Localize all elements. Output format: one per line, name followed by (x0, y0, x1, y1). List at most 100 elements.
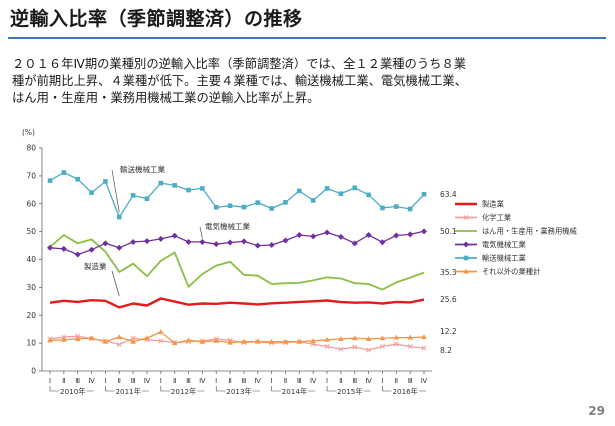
data-point (254, 338, 261, 344)
legend-item: それ以外の業種計 (455, 267, 540, 276)
data-point (171, 232, 178, 239)
end-value-label: 63.4 (440, 190, 457, 199)
data-point (283, 200, 288, 205)
series-line (49, 297, 425, 309)
data-point (310, 233, 317, 240)
y-tick-label: 20 (26, 311, 36, 320)
data-point (116, 244, 123, 251)
y-unit-label: (%) (22, 128, 35, 137)
data-point (407, 334, 413, 340)
y-tick-label: 10 (26, 339, 36, 348)
x-tick-label: Ⅳ (144, 377, 151, 385)
year-bracket (326, 386, 371, 392)
data-point (352, 344, 358, 350)
data-point (379, 335, 386, 341)
data-point (463, 214, 469, 221)
legend-item: 輸送機械工業 (455, 254, 526, 263)
year-label: 2015年 (337, 387, 362, 396)
data-point (379, 343, 385, 350)
data-point (380, 205, 385, 211)
data-point (296, 231, 303, 238)
year-label: 2011年 (115, 387, 140, 396)
data-point (88, 335, 95, 341)
data-point (213, 241, 220, 248)
data-point (338, 191, 344, 197)
data-point (116, 341, 122, 348)
data-point (241, 204, 247, 210)
year-bracket (215, 386, 260, 392)
data-point (157, 235, 164, 242)
data-point (282, 338, 289, 344)
y-tick-label: 0 (31, 367, 36, 376)
data-point (366, 192, 371, 198)
year-bracket (160, 386, 205, 392)
data-point (421, 191, 427, 197)
data-point (351, 335, 358, 341)
data-point (351, 240, 358, 247)
data-point (185, 337, 192, 343)
data-point (366, 347, 372, 353)
year-label: 2012年 (171, 387, 196, 396)
data-point (463, 255, 469, 261)
data-point (199, 238, 206, 245)
annotation-leader (111, 169, 120, 213)
data-point (365, 231, 372, 238)
legend-label: 化学工業 (482, 213, 512, 222)
x-tick-label: Ⅱ (228, 377, 231, 385)
series-2 (49, 234, 425, 291)
annotation-label: 電気機械工業 (205, 221, 250, 231)
series-line (49, 331, 425, 344)
x-tick-label: Ⅳ (365, 377, 372, 385)
x-tick-label: Ⅰ (271, 377, 273, 385)
data-point (61, 336, 67, 342)
data-point (130, 335, 136, 341)
data-point (130, 238, 137, 245)
data-point (463, 268, 469, 274)
end-value-label: 50.1 (440, 227, 457, 236)
y-tick-label: 40 (26, 255, 36, 264)
data-point (158, 329, 164, 334)
x-tick-label: Ⅲ (186, 377, 191, 385)
data-point (158, 338, 164, 344)
data-point (254, 242, 261, 249)
series-5 (47, 329, 427, 346)
data-point (421, 334, 427, 339)
data-point (338, 346, 344, 352)
data-point (199, 338, 206, 344)
data-point (324, 229, 331, 236)
data-point (130, 193, 136, 198)
data-point (74, 251, 81, 258)
data-point (407, 231, 414, 238)
end-value-label: 8.2 (440, 346, 452, 355)
legend-item: 化学工業 (455, 213, 512, 222)
data-point (255, 200, 261, 205)
data-point (324, 336, 330, 342)
x-tick-label: Ⅱ (339, 377, 342, 385)
x-tick-label: Ⅳ (88, 377, 95, 385)
data-point (463, 241, 469, 248)
series-line (49, 234, 425, 291)
data-point (297, 188, 302, 194)
series-4 (47, 170, 427, 220)
data-point (310, 338, 316, 343)
legend-item: 製造業 (455, 200, 505, 209)
legend-label: それ以外の業種計 (482, 267, 540, 276)
data-point (47, 178, 53, 183)
x-tick-label: Ⅳ (255, 377, 262, 385)
summary-line-1: ２０１６年Ⅳ期の業種別の逆輸入比率（季節調整済）では、全１２業種のうち８業 (12, 57, 467, 71)
x-tick-label: Ⅰ (215, 377, 217, 385)
data-point (102, 338, 109, 344)
legend-label: はん用・生産用・業務用機械 (482, 227, 578, 236)
data-point (61, 170, 67, 175)
data-point (393, 334, 400, 340)
series-line (49, 335, 425, 351)
data-point (144, 196, 150, 202)
data-point (47, 337, 53, 343)
summary-line-2: 種が前期比上昇、４業種が低下。主要４業種では、輸送機械工業、電気機械工業、 (12, 74, 467, 88)
data-point (144, 335, 150, 341)
data-point (172, 183, 177, 188)
data-point (365, 336, 372, 341)
series-line (49, 230, 425, 256)
x-tick-label: Ⅰ (104, 377, 106, 385)
